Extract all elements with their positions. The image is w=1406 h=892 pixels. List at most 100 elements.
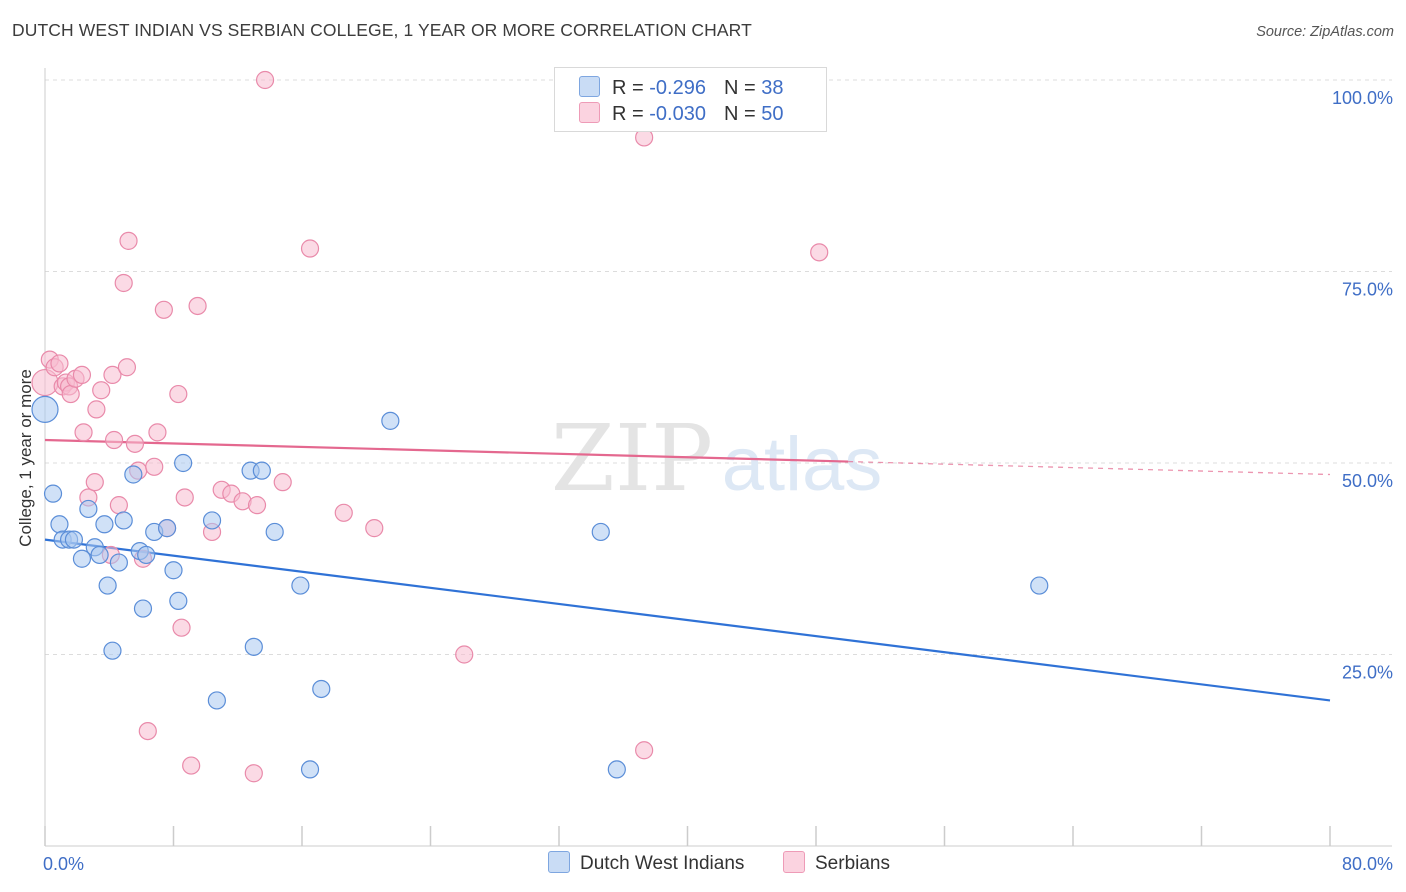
serbian-point: [85, 473, 104, 492]
dutch-west-indian-point: [265, 522, 284, 542]
serbian-point: [169, 384, 188, 404]
dutch-west-indian-point: [109, 553, 128, 572]
serbian-point: [175, 488, 194, 507]
y-tick-label: 25.0%: [1342, 663, 1393, 683]
dutch-west-indian-point: [174, 453, 193, 473]
dutch-west-indian-point: [64, 530, 84, 549]
dutch-west-indian-point: [103, 641, 122, 660]
dutch-west-indian-point: [79, 499, 98, 519]
serbians-trend-line: [44, 438, 849, 463]
legend-row-dutch-west-indians: R = -0.296 N = 38: [579, 76, 783, 100]
dutch-west-indian-point: [202, 511, 222, 530]
dutch-west-indian-point: [114, 511, 133, 530]
serbian-point: [72, 365, 92, 385]
gridlines: [45, 79, 1392, 655]
legend-swatch-blue: [548, 851, 570, 873]
serbian-point: [103, 365, 122, 385]
legend-r-value: -0.296: [649, 77, 706, 99]
legend-row-serbians: R = -0.030 N = 50: [579, 102, 783, 126]
serbian-point: [255, 70, 275, 90]
serbian-point: [172, 618, 191, 637]
correlation-legend: R = -0.296 N = 38 R = -0.030 N = 50: [554, 67, 827, 132]
legend-n-label: N =: [723, 77, 762, 99]
x-tick-label: 0.0%: [43, 854, 84, 874]
watermark-atlas: atlas: [722, 422, 883, 507]
dutch-west-indian-point: [252, 461, 271, 480]
serbian-point: [87, 400, 106, 419]
y-tick-label: 50.0%: [1342, 471, 1393, 491]
dutch-west-indian-point: [312, 679, 331, 699]
legend-label: Dutch West Indians: [580, 853, 745, 874]
serbian-point: [154, 300, 173, 319]
dutch-west-indian-point: [207, 691, 226, 710]
serbian-point: [138, 721, 157, 741]
serbian-point: [334, 503, 353, 522]
legend-swatch-pink: [579, 102, 600, 123]
serbian-point: [148, 423, 167, 442]
x-tick-label: 80.0%: [1342, 854, 1393, 874]
watermark: ZIP atlas: [551, 405, 882, 512]
source-label: Source: ZipAtlas.com: [1256, 24, 1394, 40]
dutch-west-indian-point: [90, 545, 109, 565]
legend-n-label: N =: [723, 103, 762, 125]
serbian-point: [247, 496, 267, 515]
dutch-west-indian-point: [124, 465, 143, 484]
legend-n-value: 38: [761, 77, 784, 99]
serbian-point: [114, 273, 133, 293]
legend-r-label: R =: [612, 77, 650, 99]
dutch-west-indian-point: [43, 484, 63, 503]
serbian-point: [50, 354, 69, 373]
dutch-west-indian-point: [98, 576, 117, 595]
dutch-west-indian-point: [291, 576, 310, 595]
serbian-point: [104, 430, 124, 450]
legend-r-value: -0.030: [649, 103, 706, 125]
chart-title: DUTCH WEST INDIAN VS SERBIAN COLLEGE, 1 …: [12, 20, 752, 40]
dutch-west-indian-point: [300, 760, 320, 779]
dutch-west-indian-point: [169, 591, 188, 610]
serbians-trend-line-extension: [848, 460, 1331, 476]
dutch-west-indian-point: [157, 519, 177, 538]
dutch-west-indian-point: [164, 561, 183, 580]
watermark-zip: ZIP: [551, 405, 713, 512]
dutch-west-indian-point: [72, 549, 92, 568]
serbian-point: [182, 756, 201, 775]
serbian-point: [92, 381, 111, 400]
tick-labels: 25.0% 50.0% 75.0% 100.0% 0.0% 80.0%: [43, 88, 1393, 874]
y-tick-label: 100.0%: [1332, 88, 1393, 108]
legend-item-serbians[interactable]: Serbians: [783, 851, 890, 875]
serbian-point: [244, 764, 263, 783]
serbian-point: [810, 243, 829, 262]
dutch-west-indian-point: [381, 411, 400, 430]
serbian-point: [117, 358, 137, 377]
dutch-west-indians-trend-line: [44, 538, 1331, 702]
legend-label: Serbians: [815, 853, 890, 874]
serbian-point: [61, 384, 80, 404]
dutch-west-indian-point: [95, 515, 114, 534]
serbian-point: [365, 519, 384, 538]
axes: [44, 68, 1392, 847]
dutch-west-indian-point: [607, 760, 626, 779]
dutch-west-indian-point: [1030, 576, 1049, 595]
legend-swatch-blue: [579, 76, 600, 97]
legend-item-dutch-west-indians[interactable]: Dutch West Indians: [548, 851, 744, 875]
serbian-point: [300, 239, 320, 258]
serbian-point: [188, 296, 207, 316]
serbian-point: [119, 231, 138, 250]
legend-swatch-pink: [783, 851, 805, 873]
dutch-west-indian-point: [137, 545, 156, 565]
y-tick-label: 75.0%: [1342, 280, 1393, 300]
serbian-point: [635, 741, 654, 760]
serbian-point: [145, 457, 164, 476]
dutch-west-indian-point: [31, 395, 59, 423]
serbian-point: [125, 434, 145, 453]
trend-lines: [44, 438, 1331, 702]
legend-r-label: R =: [612, 103, 650, 125]
legend-n-value: 50: [761, 103, 784, 125]
serbian-point: [273, 473, 292, 492]
serbian-point: [455, 645, 474, 664]
dutch-west-indian-point: [244, 637, 263, 656]
serbian-point: [109, 496, 128, 515]
dutch-west-indian-point: [591, 522, 610, 542]
data-points: [31, 70, 1049, 783]
